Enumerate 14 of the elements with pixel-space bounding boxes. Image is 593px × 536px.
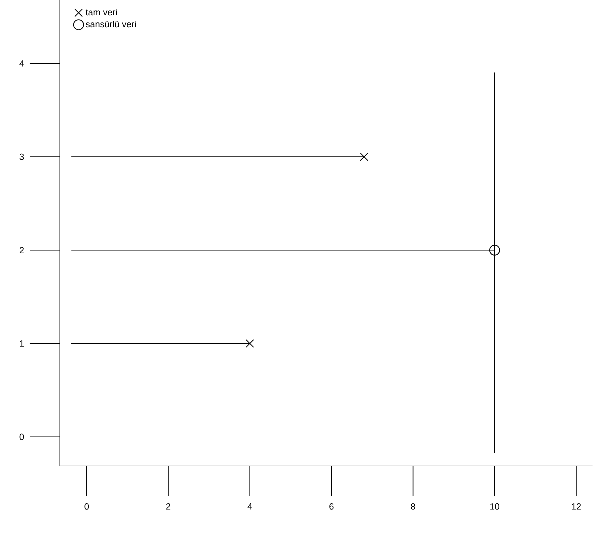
y-tick-label: 2 — [20, 247, 24, 254]
y-tick-label: 0 — [20, 434, 24, 440]
x-tick-label: 12 — [572, 504, 582, 510]
y-tick-label: 3 — [20, 154, 24, 160]
x-tick-label: 0 — [84, 504, 90, 510]
x-tick-label: 10 — [490, 504, 500, 510]
x-tick-label: 2 — [166, 504, 171, 510]
x-tick-label: 6 — [330, 504, 334, 510]
legend-label: sansürlü veri — [86, 21, 136, 28]
y-tick-label: 4 — [20, 60, 24, 67]
x-tick-label: 4 — [248, 504, 252, 510]
y-tick-label: 1 — [20, 340, 24, 347]
x-tick-label: 8 — [411, 504, 416, 510]
legend-label: tam veri — [86, 9, 118, 16]
